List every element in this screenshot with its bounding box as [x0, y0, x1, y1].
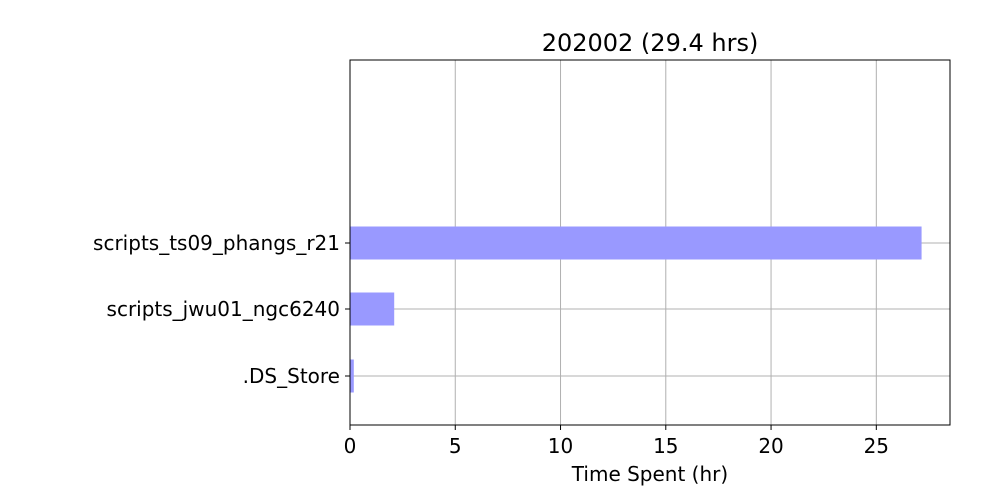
x-axis-label: Time Spent (hr)	[571, 462, 728, 486]
x-tick-label: 10	[548, 434, 573, 458]
y-tick-label: .DS_Store	[243, 364, 340, 388]
x-tick-label: 0	[344, 434, 357, 458]
bar	[350, 359, 354, 393]
x-tick-label: 15	[653, 434, 678, 458]
x-tick-label: 25	[864, 434, 889, 458]
x-tick-label: 5	[449, 434, 462, 458]
y-tick-label: scripts_jwu01_ngc6240	[107, 297, 340, 321]
chart-title: 202002 (29.4 hrs)	[542, 29, 759, 57]
bar	[350, 226, 922, 260]
axis-ticks: 0 5 10 15 20 25 .DS_Store scripts_jwu01_ngc6240…	[93, 231, 889, 458]
x-tick-label: 20	[758, 434, 783, 458]
y-tick-label: scripts_ts09_phangs_r21	[93, 231, 340, 255]
bars	[350, 226, 922, 393]
bar	[350, 292, 395, 326]
